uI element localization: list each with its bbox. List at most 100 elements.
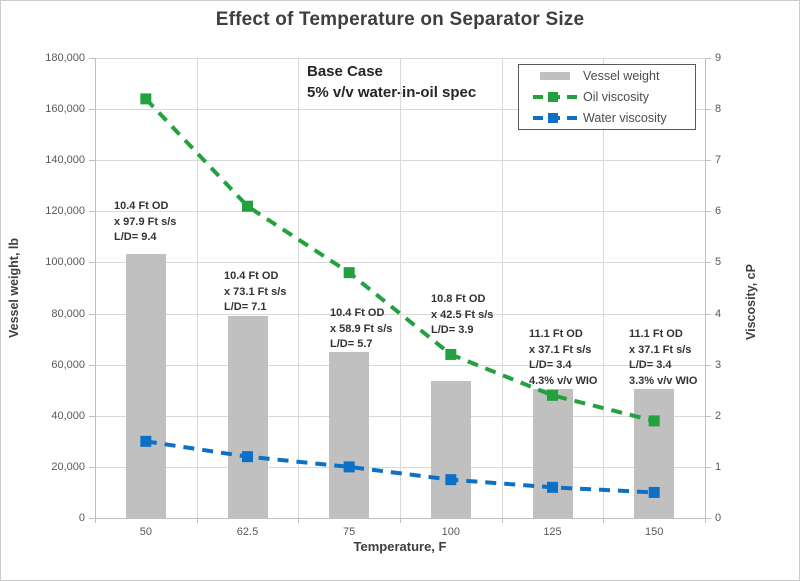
tick-mark-bottom bbox=[603, 518, 605, 523]
tick-mark-right bbox=[705, 466, 711, 468]
legend: Vessel weight Oil viscosity Water viscosit… bbox=[518, 64, 696, 130]
y-tick-label-left: 120,000 bbox=[45, 205, 85, 218]
water-viscosity-marker bbox=[242, 451, 253, 463]
legend-label: Vessel weight bbox=[583, 69, 660, 83]
note-line-2: 5% v/v water-in-oil spec bbox=[307, 84, 477, 101]
y-tick-label-left: 20,000 bbox=[51, 460, 85, 473]
tick-mark-right bbox=[705, 211, 711, 213]
y-tick-label-left: 40,000 bbox=[51, 409, 85, 422]
y-tick-label-right: 2 bbox=[715, 409, 722, 422]
tick-mark-bottom bbox=[400, 518, 401, 523]
bar-annotation-line: x 97.9 Ft s/s bbox=[114, 215, 177, 228]
tick-mark-bottom bbox=[95, 518, 96, 523]
bar-annotation-line: x 37.1 Ft s/s bbox=[629, 343, 692, 356]
y-tick-label-right: 0 bbox=[715, 512, 722, 524]
x-tick-label: 62.5 bbox=[236, 526, 259, 538]
water-viscosity-marker bbox=[648, 486, 660, 498]
tick-mark-right bbox=[705, 109, 711, 111]
y-tick-label-right: 3 bbox=[715, 358, 722, 371]
oil-viscosity-marker bbox=[343, 267, 355, 279]
y-tick-label-left: 180,000 bbox=[45, 52, 85, 64]
tick-mark-right bbox=[705, 313, 711, 315]
vessel-weight-bar bbox=[329, 351, 370, 518]
tick-mark-right bbox=[705, 364, 711, 366]
bar-annotation-line: 4.3% v/v WIO bbox=[529, 374, 598, 387]
legend-label: Oil viscosity bbox=[583, 90, 649, 104]
y-tick-label-right: 4 bbox=[715, 307, 722, 320]
y-tick-label-left: 0 bbox=[78, 512, 85, 524]
tick-mark-right bbox=[705, 58, 711, 59]
bar-annotation-line: L/D= 5.7 bbox=[330, 338, 373, 350]
tick-mark-right bbox=[705, 160, 711, 162]
y-tick-label-left: 80,000 bbox=[51, 307, 85, 320]
water-viscosity-line bbox=[145, 439, 655, 495]
x-axis-title: Temperature, F bbox=[353, 539, 447, 554]
bar-annotation: 11.1 Ft OD x 37.1 Ft s/s L/D= 3.4 3.3% v/v … bbox=[629, 327, 697, 389]
x-tick-label: 50 bbox=[139, 526, 152, 538]
bar-annotation-line: L/D= 3.4 bbox=[629, 359, 672, 371]
gridline-vertical bbox=[400, 58, 401, 518]
bar-annotation-line: 3.3% v/v WIO bbox=[629, 374, 698, 387]
bar-annotation-line: 10.4 Ft OD bbox=[114, 200, 169, 212]
tick-mark-left bbox=[89, 313, 95, 315]
y-tick-label-left: 100,000 bbox=[45, 256, 85, 269]
water-viscosity-marker bbox=[140, 435, 152, 447]
bar-annotation-line: L/D= 7.1 bbox=[224, 301, 267, 313]
x-tick-label: 150 bbox=[644, 526, 664, 538]
dashed-line-swatch-icon bbox=[533, 112, 577, 124]
base-case-note: Base Case 5% v/v water-in-oil spec bbox=[307, 61, 476, 103]
legend-label: Water viscosity bbox=[583, 111, 667, 125]
note-line-1: Base Case bbox=[307, 63, 383, 80]
tick-mark-right bbox=[705, 262, 711, 264]
vessel-weight-bar bbox=[125, 253, 166, 518]
x-tick-label: 125 bbox=[543, 526, 562, 538]
gridline-vertical bbox=[501, 58, 503, 518]
y-tick-label-left: 140,000 bbox=[45, 154, 85, 167]
bar-swatch-icon bbox=[533, 70, 577, 82]
gridline-vertical bbox=[196, 58, 198, 518]
tick-mark-left bbox=[89, 211, 95, 213]
bar-annotation: 10.4 Ft OD x 73.1 Ft s/s L/D= 7.1 bbox=[224, 269, 286, 316]
y-tick-label-left: 160,000 bbox=[45, 103, 85, 116]
tick-mark-left bbox=[89, 364, 95, 366]
y-tick-label-right: 7 bbox=[715, 154, 722, 167]
bar-annotation-line: 10.8 Ft OD bbox=[431, 293, 486, 305]
oil-viscosity-line bbox=[144, 97, 655, 423]
y-axis-line-left bbox=[95, 58, 96, 518]
y-tick-label-right: 1 bbox=[715, 460, 722, 473]
vessel-weight-bar bbox=[532, 388, 573, 518]
bar-annotation-line: x 37.1 Ft s/s bbox=[529, 343, 592, 356]
tick-mark-bottom bbox=[501, 518, 503, 523]
bar-annotation: 11.1 Ft OD x 37.1 Ft s/s L/D= 3.4 4.3% v/v … bbox=[529, 327, 597, 389]
gridline-vertical bbox=[603, 58, 605, 518]
bar-annotation-line: x 73.1 Ft s/s bbox=[224, 285, 287, 298]
dashed-line-swatch-icon bbox=[533, 91, 577, 103]
chart-title: Effect of Temperature on Separator Size bbox=[215, 9, 585, 30]
bar-annotation-line: L/D= 9.4 bbox=[114, 231, 157, 243]
oil-viscosity-marker bbox=[242, 200, 253, 212]
tick-mark-left bbox=[89, 109, 95, 111]
tick-mark-bottom bbox=[196, 518, 198, 523]
bar-annotation-line: 11.1 Ft OD bbox=[529, 328, 583, 340]
bar-annotation: 10.4 Ft OD x 58.9 Ft s/s L/D= 5.7 bbox=[330, 306, 392, 353]
water-viscosity-marker bbox=[445, 474, 457, 486]
oil-viscosity-marker bbox=[140, 93, 152, 105]
y-tick-label-right: 9 bbox=[715, 52, 722, 64]
tick-mark-left bbox=[89, 262, 95, 264]
tick-mark-left bbox=[89, 466, 95, 468]
bar-annotation-line: 10.4 Ft OD bbox=[224, 270, 279, 282]
bar-annotation-line: x 58.9 Ft s/s bbox=[330, 322, 393, 335]
water-viscosity-marker bbox=[343, 461, 355, 473]
x-axis-line bbox=[95, 518, 706, 519]
x-tick-label: 100 bbox=[441, 526, 460, 538]
oil-viscosity-marker bbox=[547, 389, 558, 401]
tick-mark-bottom bbox=[705, 518, 706, 523]
oil-viscosity-marker bbox=[648, 415, 660, 427]
tick-mark-left bbox=[89, 415, 95, 417]
bar-annotation-line: 10.4 Ft OD bbox=[330, 307, 385, 319]
tick-mark-left bbox=[89, 518, 95, 519]
bar-annotation: 10.8 Ft OD x 42.5 Ft s/s L/D= 3.9 bbox=[431, 292, 493, 339]
gridline-vertical bbox=[298, 58, 300, 518]
